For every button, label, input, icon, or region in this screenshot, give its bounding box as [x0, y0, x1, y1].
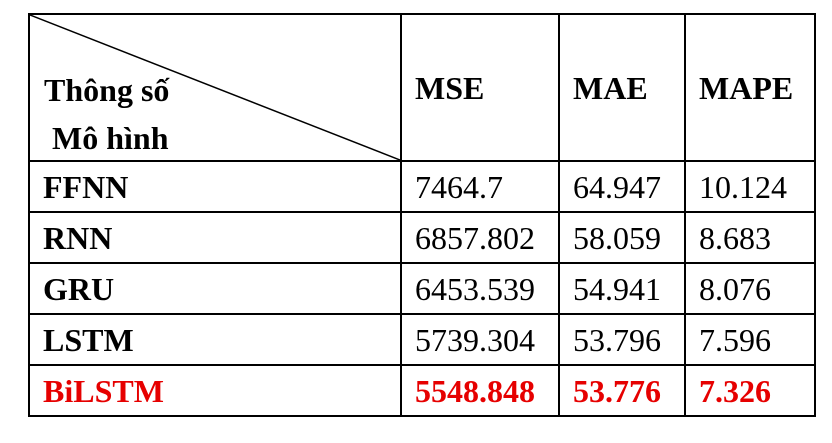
diagonal-divider [30, 15, 400, 160]
corner-header-cell: Thông số Mô hình [28, 13, 402, 162]
mape-cell: 7.326 [684, 364, 816, 417]
mae-cell: 53.776 [558, 364, 686, 417]
mape-cell: 10.124 [684, 160, 816, 213]
mape-cell: 8.076 [684, 262, 816, 315]
mape-cell: 8.683 [684, 211, 816, 264]
model-name-cell: BiLSTM [28, 364, 402, 417]
mae-cell: 64.947 [558, 160, 686, 213]
results-table: Thông số Mô hình MSE MAE MAPE FFNN 7464.… [28, 13, 816, 417]
model-name-cell: FFNN [28, 160, 402, 213]
model-header-label: Mô hình [52, 120, 169, 156]
column-header-mape: MAPE [684, 13, 816, 162]
table-row: LSTM 5739.304 53.796 7.596 [28, 313, 816, 366]
model-name-cell: LSTM [28, 313, 402, 366]
table-row: GRU 6453.539 54.941 8.076 [28, 262, 816, 315]
mae-cell: 53.796 [558, 313, 686, 366]
mse-cell: 6453.539 [400, 262, 560, 315]
model-name-cell: RNN [28, 211, 402, 264]
best-model-row: BiLSTM 5548.848 53.776 7.326 [28, 364, 816, 417]
mse-cell: 7464.7 [400, 160, 560, 213]
mse-cell: 5739.304 [400, 313, 560, 366]
parameter-header-label: Thông số [44, 72, 170, 108]
mae-cell: 58.059 [558, 211, 686, 264]
mse-cell: 5548.848 [400, 364, 560, 417]
column-header-mse: MSE [400, 13, 560, 162]
table-row: FFNN 7464.7 64.947 10.124 [28, 160, 816, 213]
mse-cell: 6857.802 [400, 211, 560, 264]
mae-cell: 54.941 [558, 262, 686, 315]
header-row: Thông số Mô hình MSE MAE MAPE [28, 13, 816, 162]
column-header-mae: MAE [558, 13, 686, 162]
table-row: RNN 6857.802 58.059 8.683 [28, 211, 816, 264]
mape-cell: 7.596 [684, 313, 816, 366]
model-name-cell: GRU [28, 262, 402, 315]
